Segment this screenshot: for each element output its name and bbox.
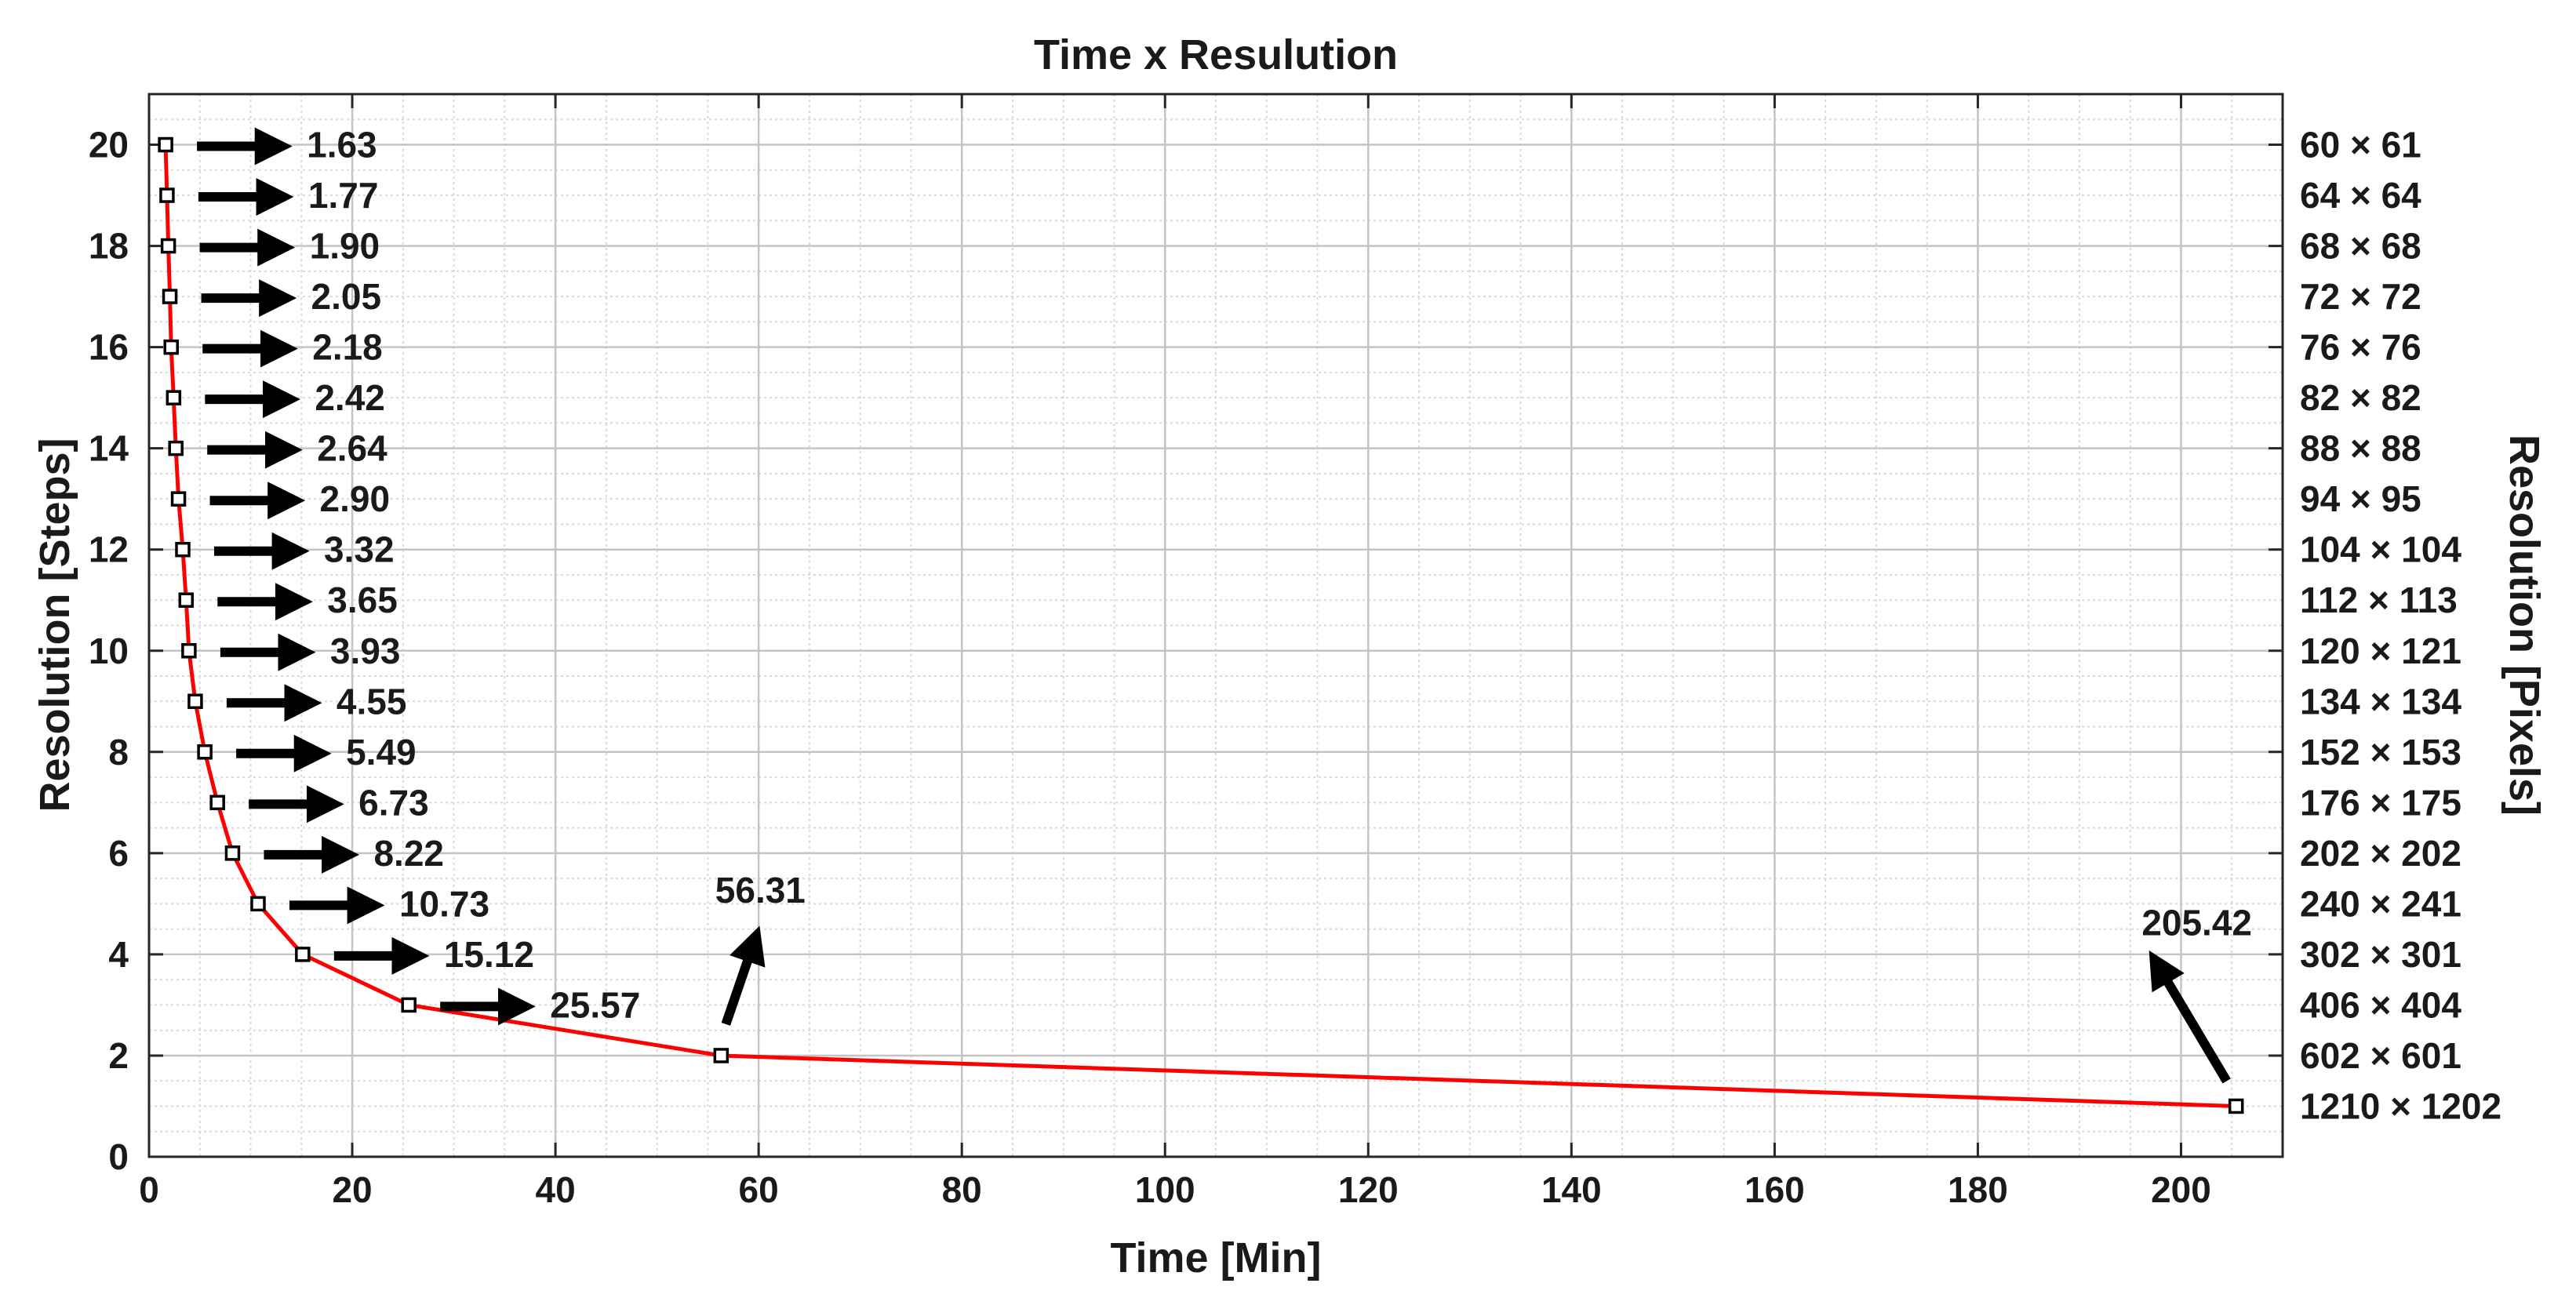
x-tick-label: 20 xyxy=(332,1169,372,1210)
data-point-marker xyxy=(209,794,225,811)
pixel-resolution-label: 176 × 175 xyxy=(2300,782,2461,823)
pixel-resolution-label: 104 × 104 xyxy=(2300,529,2461,570)
axes-box xyxy=(147,93,2284,1158)
right-axis-label: Resolution [Pixels] xyxy=(2501,434,2548,816)
y-tick-label: 20 xyxy=(89,125,129,165)
annotation-label: 2.90 xyxy=(320,478,391,519)
data-point-marker xyxy=(713,1048,730,1063)
x-tick-label: 140 xyxy=(1541,1169,1602,1210)
grid xyxy=(147,93,2283,1158)
pixel-resolution-label: 112 × 113 xyxy=(2300,580,2458,620)
x-tick-label: 80 xyxy=(942,1169,982,1210)
annotation-label: 1.77 xyxy=(308,175,379,216)
data-point-marker xyxy=(401,997,417,1013)
pixel-resolution-label: 120 × 121 xyxy=(2300,631,2461,671)
pixel-resolution-label: 406 × 404 xyxy=(2300,984,2461,1025)
data-point-marker xyxy=(159,187,175,203)
y-tick-label: 2 xyxy=(108,1035,129,1076)
data-point-marker xyxy=(158,136,173,153)
annotation-arrow xyxy=(721,925,766,1026)
pixel-resolution-label: 68 × 68 xyxy=(2300,226,2421,267)
data-point-marker xyxy=(197,744,213,760)
x-tick-label: 180 xyxy=(1948,1169,2008,1210)
y-tick-label: 14 xyxy=(89,428,129,469)
x-tick-label: 100 xyxy=(1135,1169,1195,1210)
pixel-resolution-label: 60 × 61 xyxy=(2300,125,2421,165)
pixel-resolution-label: 82 × 82 xyxy=(2300,377,2421,418)
data-point-marker xyxy=(166,390,182,405)
data-point-marker xyxy=(170,491,187,507)
data-point-marker xyxy=(2228,1098,2244,1114)
pixel-resolution-label: 134 × 134 xyxy=(2300,681,2461,722)
y-tick-label: 18 xyxy=(89,226,129,267)
y-tick-label: 4 xyxy=(108,934,129,975)
pixel-resolution-label: 94 × 95 xyxy=(2300,478,2421,519)
annotation-label: 2.64 xyxy=(317,428,387,469)
pixel-resolution-label: 76 × 76 xyxy=(2300,327,2421,368)
annotation-label: 5.49 xyxy=(346,732,417,772)
y-tick-label: 10 xyxy=(89,631,129,671)
pixel-resolution-label: 152 × 153 xyxy=(2300,732,2461,772)
pixel-resolution-label: 1210 × 1202 xyxy=(2300,1085,2501,1126)
data-point-marker xyxy=(181,643,197,659)
y-tick-label: 12 xyxy=(89,529,129,570)
pixel-resolution-label: 302 × 301 xyxy=(2300,934,2461,975)
pixel-resolution-label: 202 × 202 xyxy=(2300,833,2461,874)
series xyxy=(158,136,2244,1114)
pixel-resolution-label: 602 × 601 xyxy=(2300,1035,2461,1076)
annotation-label: 6.73 xyxy=(358,782,429,823)
pixel-resolution-labels: 60 × 61 64 × 64 68 × 68 72 × 72 76 × 76 82 × … xyxy=(2300,125,2501,1127)
y-axis-label: Resolution [Steps] xyxy=(31,438,78,812)
y-tick-label: 6 xyxy=(108,833,129,874)
data-point-marker xyxy=(162,289,178,304)
data-point-marker xyxy=(168,440,184,456)
x-tick-label: 60 xyxy=(739,1169,779,1210)
data-point-marker xyxy=(175,541,191,558)
pixel-resolution-label: 240 × 241 xyxy=(2300,883,2461,924)
pixel-resolution-label: 88 × 88 xyxy=(2300,428,2421,469)
y-tick-label: 0 xyxy=(108,1136,129,1177)
annotation-label: 2.18 xyxy=(312,327,383,368)
annotations: 1.63 1.77 1.90 2.05 2.18 2.42 2.64 2.90 3.32 3.65… xyxy=(197,125,2252,1084)
x-tick-label: 40 xyxy=(536,1169,576,1210)
annotation-label: 3.93 xyxy=(330,631,401,671)
data-point-marker xyxy=(163,339,179,355)
x-axis-label: Time [Min] xyxy=(1111,1234,1322,1281)
annotation-label: 25.57 xyxy=(550,984,640,1025)
x-tick-label: 120 xyxy=(1338,1169,1399,1210)
annotation-label: 3.32 xyxy=(324,529,395,570)
data-point-marker xyxy=(250,896,266,912)
pixel-resolution-label: 72 × 72 xyxy=(2300,276,2421,317)
annotation-label: 15.12 xyxy=(444,934,534,975)
annotation-label: 205.42 xyxy=(2141,902,2252,943)
x-tick-label: 200 xyxy=(2151,1169,2211,1210)
pixel-resolution-label: 64 × 64 xyxy=(2300,175,2421,216)
tick-labels: 0 20 40 60 80 100 120 140 160 180 200 0 2 4 6 8 10 12 14 16… xyxy=(89,125,2211,1210)
annotation-label: 10.73 xyxy=(399,883,489,924)
series-line xyxy=(163,144,2236,1108)
annotation-label: 1.90 xyxy=(310,226,380,267)
data-point-marker xyxy=(295,947,311,962)
x-tick-label: 0 xyxy=(139,1169,159,1210)
y-tick-label: 8 xyxy=(108,732,129,772)
axes xyxy=(147,93,2284,1158)
annotation-label: 1.63 xyxy=(307,125,377,165)
annotation-label: 4.55 xyxy=(337,681,407,722)
y-tick-label: 16 xyxy=(89,327,129,368)
chart-title: Time x Resulution xyxy=(1034,31,1398,78)
annotation-label: 3.65 xyxy=(327,580,398,620)
x-tick-label: 160 xyxy=(1745,1169,1805,1210)
data-point-marker xyxy=(224,845,241,861)
data-point-marker xyxy=(178,592,195,608)
data-point-marker xyxy=(160,238,176,254)
annotation-label: 2.05 xyxy=(311,276,382,317)
annotation-label: 2.42 xyxy=(315,377,385,418)
annotation-label: 8.22 xyxy=(373,833,444,874)
annotation-arrow xyxy=(2148,950,2231,1084)
data-point-marker xyxy=(187,693,203,710)
annotation-label: 56.31 xyxy=(715,870,806,911)
